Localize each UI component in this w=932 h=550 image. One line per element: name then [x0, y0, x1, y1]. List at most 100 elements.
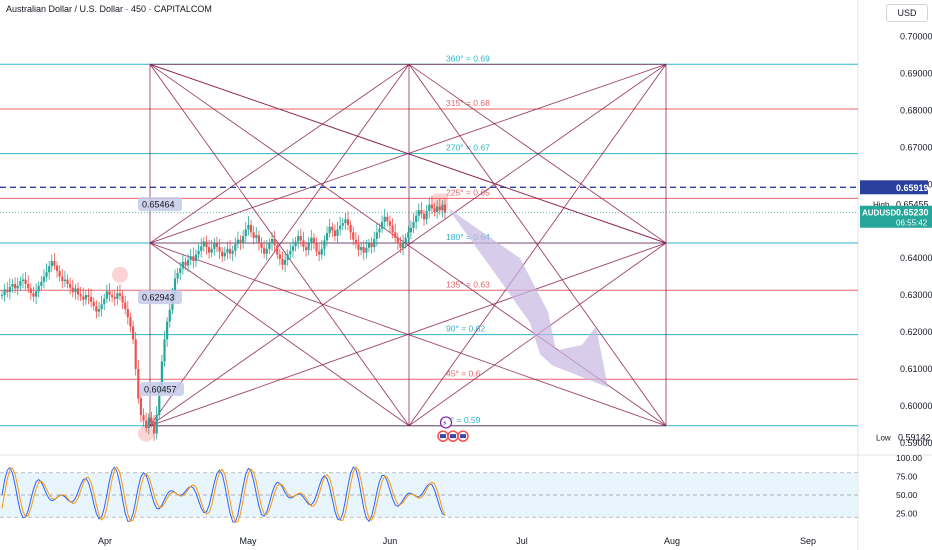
candle-body — [360, 247, 363, 251]
candle-body — [113, 296, 116, 299]
candle — [16, 277, 19, 296]
candle-body — [116, 293, 119, 299]
candle-body — [147, 417, 150, 428]
gann-level-label: 360° = 0.69 — [446, 53, 490, 63]
candle — [197, 244, 200, 259]
candle — [113, 291, 116, 307]
candle-body — [409, 227, 413, 233]
gann-line — [149, 242, 667, 427]
candle-body — [40, 281, 43, 286]
candle-body — [50, 261, 53, 267]
candle — [367, 238, 371, 253]
candle-body — [92, 301, 95, 307]
candle — [270, 232, 274, 251]
candle — [289, 244, 292, 259]
candle-body — [352, 232, 355, 240]
candle — [394, 223, 397, 243]
candle-body — [310, 237, 313, 244]
price-tick-label: 0.60000 — [900, 401, 932, 411]
gann-line — [408, 64, 667, 427]
candle-body — [304, 247, 308, 251]
candle-body — [242, 236, 245, 244]
candle — [373, 231, 376, 253]
candle — [139, 393, 143, 423]
candle-body — [223, 252, 226, 257]
candle-body — [284, 260, 287, 265]
candle-body — [255, 235, 258, 238]
candle — [344, 212, 347, 230]
candle — [263, 240, 266, 259]
candle-body — [210, 248, 213, 253]
time-tick-label: Jun — [383, 536, 398, 546]
callout-label: 0.60457 — [144, 384, 177, 394]
current-countdown: 06:55:42 — [896, 219, 928, 228]
candle — [273, 230, 276, 252]
candle-body — [139, 398, 143, 416]
candle — [142, 408, 145, 427]
candle — [430, 195, 433, 215]
candle — [328, 218, 331, 238]
candle — [168, 303, 171, 328]
candle-body — [231, 250, 234, 254]
candle — [108, 283, 111, 302]
candle-body — [118, 293, 122, 296]
candle-body — [121, 295, 124, 303]
candle-body — [100, 304, 103, 310]
candle-body — [344, 219, 347, 224]
candle-body — [48, 266, 51, 273]
candle — [276, 240, 279, 259]
candle — [21, 273, 25, 289]
candle-body — [97, 309, 101, 312]
candle — [131, 320, 135, 344]
candle — [236, 231, 240, 249]
candle — [189, 248, 192, 266]
candle — [218, 238, 221, 259]
dashed-price-tag: 0.65919 — [896, 183, 929, 193]
candle-body — [176, 272, 179, 279]
price-tick-label: 0.69000 — [900, 69, 932, 79]
currency-button[interactable]: USD — [886, 4, 928, 22]
candle — [415, 210, 418, 230]
oscillator-tick-label: 75.00 — [896, 472, 918, 482]
candle — [50, 254, 53, 273]
candle-body — [27, 284, 30, 289]
candle-body — [187, 260, 190, 266]
candle-body — [11, 284, 14, 287]
candle — [184, 257, 187, 270]
candle-body — [179, 268, 182, 273]
candle-body — [281, 258, 284, 265]
candle — [234, 237, 237, 257]
candle — [166, 317, 169, 347]
candle-body — [207, 247, 211, 253]
candle-body — [29, 288, 32, 294]
time-tick-label: Apr — [98, 536, 112, 546]
candle — [48, 261, 51, 280]
callout-label: 0.65464 — [142, 200, 175, 210]
gann-level-label: 315° = 0.68 — [446, 98, 490, 108]
candle-body — [380, 221, 384, 229]
candle — [417, 203, 420, 222]
time-tick-label: May — [239, 536, 257, 546]
candle — [404, 233, 407, 249]
candle — [110, 290, 114, 303]
candle-body — [297, 236, 300, 242]
candle — [318, 244, 321, 262]
candle-body — [82, 296, 85, 300]
candle-body — [273, 238, 276, 246]
candle-body — [441, 204, 444, 211]
candle-body — [63, 279, 67, 282]
gann-line — [149, 63, 410, 244]
price-tick-label: 0.68000 — [900, 105, 932, 115]
candle — [409, 220, 413, 239]
candle-body — [192, 256, 195, 262]
candle — [194, 249, 198, 268]
candle-body — [137, 368, 140, 399]
candle — [215, 236, 219, 253]
candle — [286, 249, 289, 266]
candle — [53, 252, 56, 270]
candle — [210, 240, 213, 258]
candle — [76, 282, 80, 301]
candle-body — [236, 239, 240, 245]
